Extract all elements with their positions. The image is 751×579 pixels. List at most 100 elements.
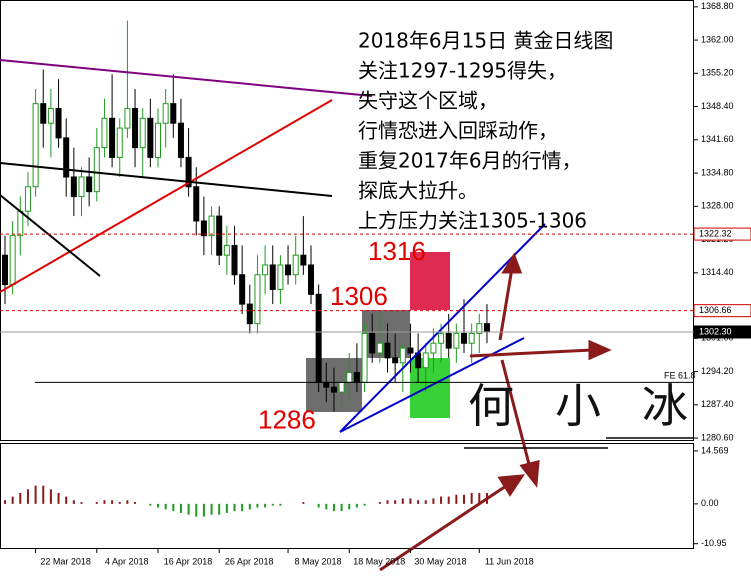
candle-body [330,386,337,393]
macd-tick-label: -10.95 [701,538,727,548]
macd-tick-label: 0.00 [701,498,719,508]
candle-body [399,347,406,364]
candle-body [407,347,414,354]
candle-body [55,108,62,139]
candle-body [346,372,353,383]
candle-body [86,176,93,193]
candle-body [147,117,154,158]
candle-body [93,147,100,193]
candle-body [47,108,54,124]
annotation: 上方压力关注1305-1306 [358,209,587,233]
price-label: 1322.32 [699,228,732,238]
y-tick-label: 1348.40 [701,101,734,111]
trendline [0,162,333,197]
x-tick-label: 4 Apr 2018 [105,556,149,566]
trendline [0,99,333,293]
candle-body [269,264,276,290]
y-tick-label: 1294.20 [701,366,734,376]
candle-body [32,103,39,188]
price-label-box [693,227,751,241]
candle-body [300,254,307,266]
candle-body [185,156,192,188]
x-tick-label: 22 Mar 2018 [40,556,91,566]
candle-body [292,254,299,276]
x-tick-label: 18 May 2018 [353,556,405,566]
candle-body [315,293,322,383]
candle-body [170,103,177,124]
price-label: 1306.66 [699,305,732,315]
annotation: 2018年6月15日 黄金日线图 [358,29,613,53]
x-tick-label: 8 May 2018 [295,556,342,566]
candle-body [101,117,108,149]
y-tick-label: 1328.00 [701,201,734,211]
candle-body [155,122,161,158]
level-note: 1306 [330,281,388,311]
signature: 何小冰 [468,379,688,433]
y-tick-label: 1341.60 [701,134,734,144]
price-label-box [693,325,751,339]
candle-body [200,220,207,237]
candle-body [109,117,116,158]
candle-body [376,342,383,354]
x-tick-label: 11 Jun 2018 [485,556,534,566]
candle-body [208,215,215,237]
candle-body [246,303,253,325]
trendline [0,59,373,97]
annotation: 重复2017年6月的行情， [358,149,582,173]
y-tick-label: 1362.00 [701,34,734,44]
price-label: 1302.30 [699,326,732,336]
candle-body [445,332,452,349]
price-panel [0,0,694,441]
y-tick-label: 1314.40 [701,267,734,277]
candle-body [277,264,284,290]
candle-body [353,372,360,383]
trendline [0,194,101,277]
x-tick-label: 26 Apr 2018 [225,556,274,566]
annotation: 探底大拉升。 [358,179,478,203]
y-tick-label: 1287.40 [701,399,734,409]
y-tick-label: 1368.80 [701,1,734,11]
level-note: 1316 [368,236,426,266]
candle-body [78,176,85,198]
candle-body [430,342,437,354]
candle-body [453,332,460,349]
candle-body [323,381,330,388]
candle-body [422,352,429,369]
annotation: 关注1297-1295得失， [358,59,567,83]
macd-panel [0,443,694,549]
price-label-box [693,304,751,318]
candle-body [476,323,483,334]
candle-body [63,137,70,178]
candle-body [70,176,77,198]
annotation: 失守这个区域， [358,89,498,113]
candle-body [132,108,139,149]
candle-body [308,264,314,295]
candle-body [239,274,246,305]
annotation: 行情恐进入回踩动作， [358,119,558,143]
candle-body [223,244,230,256]
candle-body [392,357,399,364]
arrows [379,252,612,572]
fe-label: FE 61.8 [664,371,696,381]
candle-body [193,186,200,222]
candle-body [24,186,31,212]
candle-body [40,103,47,124]
level-note: 1286 [258,405,316,435]
candle-body [139,117,146,149]
candle-body [124,108,131,129]
candle-body [162,103,169,124]
candle-body [461,332,467,344]
candle-body [285,264,292,276]
candle-body [338,381,345,393]
candle-body [177,122,184,158]
zone-box [410,252,450,310]
macd-tick-label: 14.569 [701,445,729,455]
y-tick-label: 1334.80 [701,167,734,177]
candle-body [216,215,223,256]
candle-body [369,332,376,354]
candle-body [17,210,24,237]
y-tick-label: 1280.60 [701,432,734,442]
x-tick-label: 30 May 2018 [414,556,466,566]
